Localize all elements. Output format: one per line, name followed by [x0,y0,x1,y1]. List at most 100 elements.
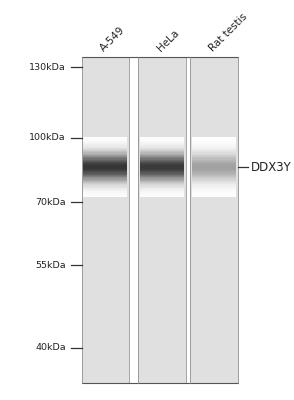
Bar [140,152,184,154]
Bar [192,180,236,181]
Bar [83,141,127,142]
Bar [192,145,236,146]
Bar [140,168,184,169]
Bar [83,163,127,164]
Bar [83,144,127,145]
Bar [192,177,236,178]
Bar [83,142,127,143]
Bar [140,194,184,195]
Bar [83,140,127,141]
Bar [83,165,127,166]
Bar [83,174,127,175]
Bar [192,161,236,162]
Bar [192,169,236,170]
Bar [83,188,127,189]
Bar [140,149,184,150]
Bar [140,160,184,161]
Bar [83,182,127,183]
Bar [192,174,236,175]
Bar [140,166,184,168]
Bar [83,160,127,161]
Bar [140,162,184,163]
Bar [140,151,184,152]
Bar [140,189,184,190]
Text: DDX3Y: DDX3Y [251,161,292,174]
Text: 70kDa: 70kDa [35,198,66,207]
Bar [140,156,184,157]
Bar [192,190,236,191]
Bar [140,174,184,175]
Bar [140,161,184,162]
Bar [192,163,236,164]
Bar [140,192,184,194]
Bar [83,137,127,138]
Bar [140,181,184,182]
Bar [192,137,236,138]
Bar [192,168,236,169]
Bar [140,195,184,196]
Bar [140,164,184,165]
Bar [192,146,236,148]
Bar [140,145,184,146]
Bar [192,191,236,192]
Bar [140,191,184,192]
Bar [83,178,127,180]
Bar [192,141,236,142]
Bar [192,149,236,150]
Bar [140,169,184,170]
Bar [192,160,236,161]
Bar [192,150,236,151]
Bar [83,148,127,149]
Bar [192,176,236,177]
Bar [83,176,127,177]
Bar [192,194,236,195]
Bar [83,186,127,188]
Bar [192,170,236,171]
Bar [140,140,184,141]
Bar [140,158,184,160]
Bar [192,184,236,186]
Bar [192,143,236,144]
Bar [140,146,184,148]
Bar [83,189,127,190]
Bar [83,162,127,163]
Bar [190,57,238,383]
Bar [140,178,184,180]
Bar [83,171,127,172]
Bar [192,181,236,182]
Bar [192,151,236,152]
Bar [192,192,236,194]
Bar [140,137,184,138]
Bar [192,186,236,188]
Bar [83,158,127,160]
Bar [83,168,127,169]
Bar [140,172,184,174]
Bar [140,142,184,143]
Bar [138,57,186,383]
Bar [83,138,127,140]
Bar [140,175,184,176]
Bar [192,164,236,165]
Bar [83,156,127,157]
Text: 100kDa: 100kDa [29,133,66,142]
Bar [192,158,236,160]
Bar [192,196,236,197]
Bar [83,180,127,181]
Bar [140,148,184,149]
Bar [83,181,127,182]
Bar [83,191,127,192]
Bar [83,196,127,197]
Bar [140,154,184,155]
Text: 40kDa: 40kDa [35,343,66,352]
Bar [140,165,184,166]
Bar [140,144,184,145]
Bar [83,177,127,178]
Bar [192,183,236,184]
Bar [192,157,236,158]
Bar [192,166,236,168]
Bar [192,142,236,143]
Text: 130kDa: 130kDa [29,63,66,72]
Bar [140,180,184,181]
Bar [83,183,127,184]
Bar [83,155,127,156]
